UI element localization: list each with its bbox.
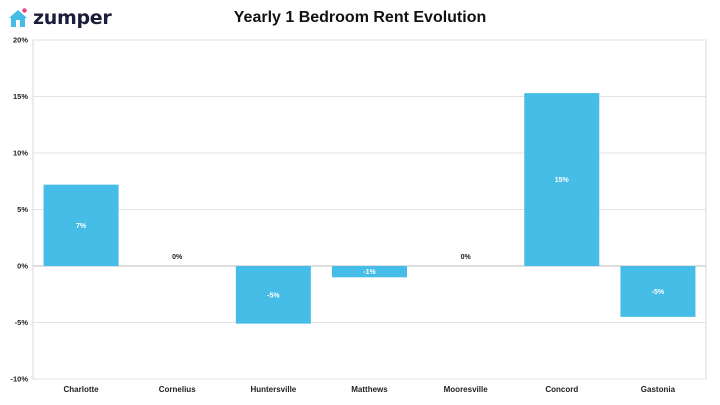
zumper-logo: zumper [6,5,112,31]
x-tick-label: Charlotte [64,385,100,394]
brand-dot [22,8,27,13]
data-label: 0% [461,254,472,261]
y-tick-label: 20% [13,36,28,45]
bar [524,93,600,266]
y-tick-label: -10% [10,375,28,384]
house-icon [9,8,27,27]
data-label: 0% [172,254,183,261]
y-tick-label: 10% [13,149,28,158]
y-tick-label: 15% [13,92,28,101]
bar [620,266,696,317]
house-shape [9,10,27,27]
data-label: -5% [267,292,280,299]
x-tick-label: Cornelius [159,385,196,394]
bar [332,266,407,278]
chart-title: Yearly 1 Bedroom Rent Evolution [233,9,487,26]
bar [235,266,311,324]
y-axis: -10% -5% 0% 5% 10% 15% 20% [10,36,28,384]
data-label: 15% [555,177,570,184]
data-label: -1% [363,269,376,276]
x-tick-label: Matthews [351,385,388,394]
brand-name: zumper [33,7,112,29]
data-label: -5% [652,289,665,296]
house-door [16,20,20,27]
x-tick-label: Gastonia [641,385,676,394]
y-tick-label: 5% [17,205,28,214]
x-tick-label: Concord [545,385,578,394]
x-tick-label: Huntersville [250,385,296,394]
gridlines [32,39,707,380]
y-tick-label: 0% [17,262,28,271]
y-tick-label: -5% [15,318,29,327]
x-axis: Charlotte Cornelius Huntersville Matthews Mo… [64,385,676,394]
bar [43,184,119,266]
x-tick-label: Mooresville [444,385,489,394]
bars: 7% 0% -5% -1% 0% 15% -5% [43,93,696,324]
data-label: 7% [76,223,87,230]
